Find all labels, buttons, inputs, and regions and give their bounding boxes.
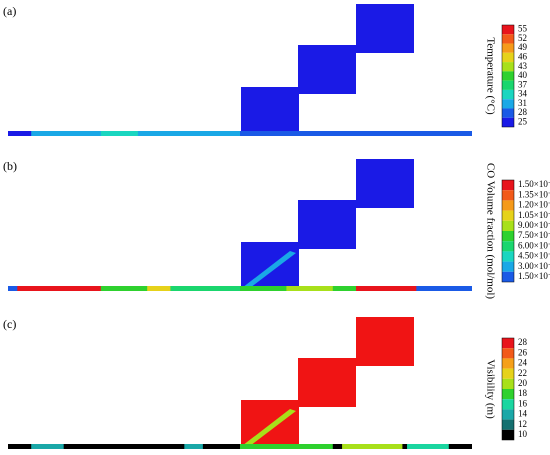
colorbar-label: 1.20×10⁻⁵ — [518, 200, 550, 210]
colorbar-label: 49 — [518, 42, 528, 52]
colorbar-label: 37 — [518, 79, 528, 89]
colorbar-segment — [502, 338, 514, 349]
colorbar-segment — [502, 210, 514, 221]
colorbar-segment — [502, 348, 514, 359]
colorbar-segment — [502, 409, 514, 420]
colorbar-segment — [502, 180, 514, 191]
colorbar-frame — [501, 337, 515, 441]
colorbar-frame — [501, 24, 515, 128]
corridor — [31, 444, 64, 449]
colorbar-segment — [502, 378, 514, 389]
corridor — [240, 131, 472, 136]
corridor — [184, 444, 203, 449]
colorbar-label: 46 — [518, 52, 528, 62]
corridor — [286, 286, 333, 291]
colorbar-label: 1.50×10⁻⁵ — [518, 179, 550, 189]
colorbar-label: 4.50×10⁻⁶ — [518, 251, 550, 261]
colorbar-segment — [502, 231, 514, 242]
colorbar-label: 52 — [518, 33, 527, 43]
colorbar-label: 26 — [518, 347, 528, 357]
domain-block — [356, 4, 414, 53]
domain-block — [298, 45, 356, 94]
domain-block — [356, 159, 414, 208]
colorbar-label: 24 — [518, 358, 528, 368]
plume — [238, 251, 296, 291]
corridor — [100, 131, 138, 136]
panel-label: (b) — [3, 159, 17, 173]
colorbar-label: 1.05×10⁻⁵ — [518, 210, 550, 220]
colorbar-label: 28 — [518, 337, 528, 347]
corridor — [407, 444, 449, 449]
corridor — [342, 444, 403, 449]
colorbar-label: 34 — [518, 89, 528, 99]
colorbar-label: 28 — [518, 107, 528, 117]
colorbar-title: Temperature (°C) — [484, 37, 496, 115]
colorbar-label: 7.50×10⁻⁶ — [518, 230, 550, 240]
colorbar-title: Visibility (m) — [484, 359, 496, 419]
colorbar-label: 55 — [518, 24, 528, 34]
colorbar-segment — [502, 368, 514, 379]
domain-block — [241, 87, 299, 136]
colorbar-label: 10 — [518, 429, 528, 439]
colorbar-segment — [502, 52, 514, 63]
colorbar-segment — [502, 108, 514, 118]
colorbar-segment — [502, 117, 514, 127]
corridor — [100, 286, 171, 291]
panel-label: (a) — [3, 4, 16, 18]
colorbar-label: 3.00×10⁻⁶ — [518, 261, 550, 271]
colorbar-label: 1.35×10⁻⁵ — [518, 189, 550, 199]
colorbar-frame — [501, 179, 515, 283]
colorbar-segment — [502, 261, 514, 272]
colorbar-label: 12 — [518, 419, 527, 429]
colorbar-label: 43 — [518, 61, 528, 71]
colorbar-segment — [502, 43, 514, 53]
colorbar-segment — [502, 25, 514, 35]
colorbar-title: CO Volume fraction (mol/mol) — [484, 163, 496, 299]
corridor — [356, 286, 417, 291]
colorbar-label: 16 — [518, 398, 528, 408]
colorbar-label: 6.00×10⁻⁶ — [518, 240, 550, 250]
corridor — [170, 286, 240, 291]
colorbar-label: 25 — [518, 116, 528, 126]
colorbar-segment — [502, 241, 514, 252]
colorbar-label: 18 — [518, 388, 528, 398]
colorbar-segment — [502, 80, 514, 90]
colorbar-segment — [502, 89, 514, 100]
domain-block — [298, 358, 356, 407]
colorbar-segment — [502, 251, 514, 262]
colorbar-segment — [502, 71, 514, 81]
corridor — [240, 444, 333, 449]
colorbar-label: 14 — [518, 409, 528, 419]
plume — [238, 409, 296, 449]
colorbar-segment — [502, 200, 514, 211]
colorbar-label: 22 — [518, 368, 527, 378]
colorbar-segment — [502, 429, 514, 440]
colorbar-label: 20 — [518, 378, 528, 388]
colorbar-label: 40 — [518, 70, 528, 80]
colorbar-segment — [502, 190, 514, 201]
panel-label: (c) — [3, 317, 16, 331]
colorbar-segment — [502, 399, 514, 410]
domain-block — [356, 317, 414, 366]
colorbar-label: 9.00×10⁻⁶ — [518, 220, 550, 230]
colorbar-segment — [502, 389, 514, 400]
domain-block — [298, 200, 356, 249]
colorbar-segment — [502, 271, 514, 282]
colorbar-label: 31 — [518, 98, 527, 108]
colorbar-segment — [502, 62, 514, 72]
colorbar-segment — [502, 419, 514, 430]
panel: (b) 1.50×10⁻⁵1.35×10⁻⁵1.20×10⁻⁵1.05×10⁻⁵9… — [3, 159, 550, 300]
colorbar-segment — [502, 220, 514, 231]
colorbar-segment — [502, 99, 514, 109]
colorbar-segment — [502, 358, 514, 369]
colorbar-label: 1.50×10⁻⁶ — [518, 271, 550, 281]
colorbar-segment — [502, 34, 514, 44]
corridor — [17, 286, 125, 291]
